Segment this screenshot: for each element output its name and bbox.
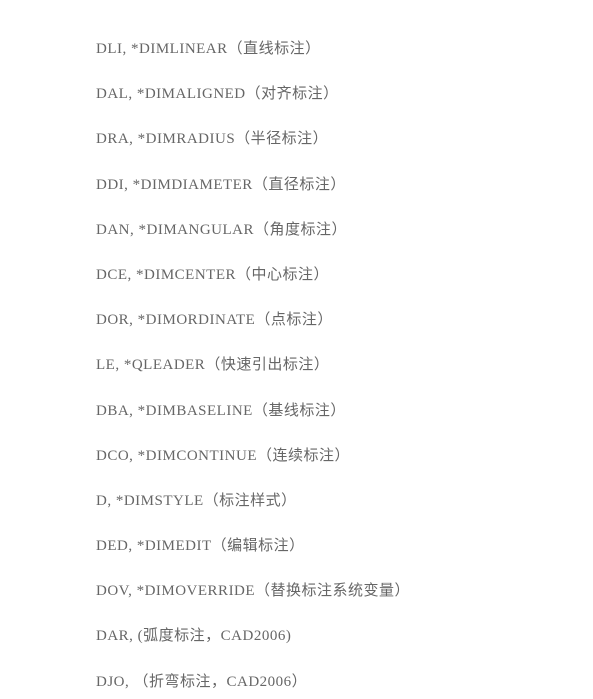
list-item: DCE, *DIMCENTER（中心标注） xyxy=(96,266,553,284)
command-list: DLI, *DIMLINEAR（直线标注） DAL, *DIMALIGNED（对… xyxy=(0,0,593,691)
list-item: DBA, *DIMBASELINE（基线标注） xyxy=(96,402,553,420)
list-item: DED, *DIMEDIT（编辑标注） xyxy=(96,537,553,555)
list-item: DOV, *DIMOVERRIDE（替换标注系统变量） xyxy=(96,582,553,600)
list-item: DAL, *DIMALIGNED（对齐标注） xyxy=(96,85,553,103)
list-item: DLI, *DIMLINEAR（直线标注） xyxy=(96,40,553,58)
list-item: DJO, （折弯标注，CAD2006） xyxy=(96,673,553,691)
list-item: D, *DIMSTYLE（标注样式） xyxy=(96,492,553,510)
list-item: LE, *QLEADER（快速引出标注） xyxy=(96,356,553,374)
list-item: DRA, *DIMRADIUS（半径标注） xyxy=(96,130,553,148)
list-item: DOR, *DIMORDINATE（点标注） xyxy=(96,311,553,329)
list-item: DCO, *DIMCONTINUE（连续标注） xyxy=(96,447,553,465)
list-item: DDI, *DIMDIAMETER（直径标注） xyxy=(96,176,553,194)
list-item: DAN, *DIMANGULAR（角度标注） xyxy=(96,221,553,239)
list-item: DAR, (弧度标注，CAD2006) xyxy=(96,627,553,645)
